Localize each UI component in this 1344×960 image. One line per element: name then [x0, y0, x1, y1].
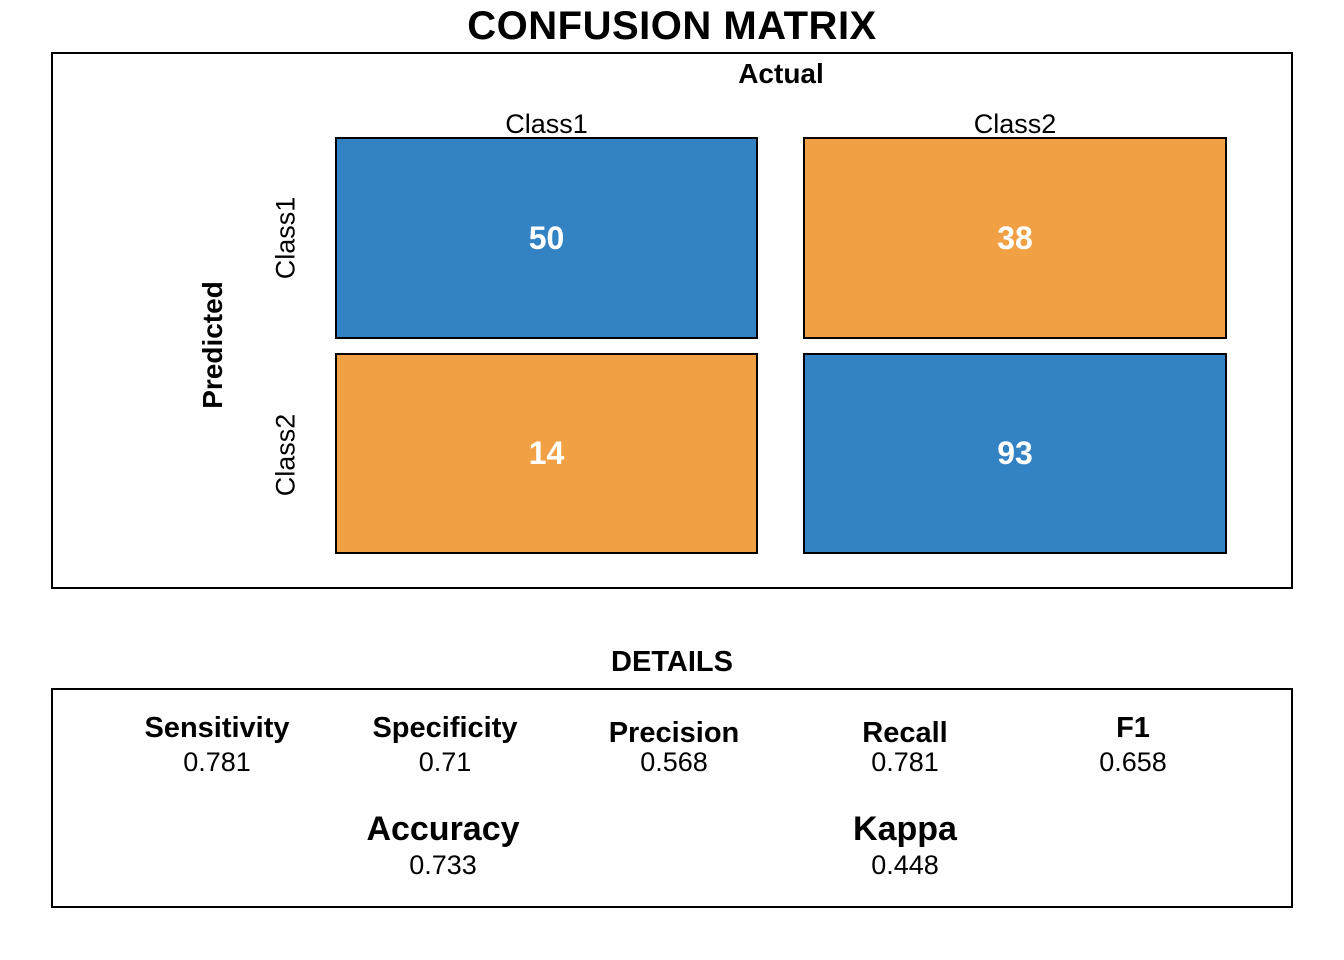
metric-label: Sensitivity	[144, 712, 290, 744]
column-header-class1: Class1	[505, 109, 588, 139]
metric-value: 0.568	[640, 747, 708, 777]
matrix-cell-false-class2: 38	[803, 137, 1227, 339]
matrix-cell-true-class1: 50	[335, 137, 758, 339]
metric-specificity: Specificity 0.71	[335, 712, 555, 777]
details-panel: Sensitivity 0.781 Specificity 0.71 Preci…	[51, 688, 1293, 908]
matrix-cell-value: 93	[997, 435, 1033, 471]
metric-recall: Recall 0.781	[795, 712, 1015, 777]
matrix-plot-panel: Actual Class1 Class2 Predicted Class1 Cl…	[51, 52, 1293, 589]
matrix-cell-false-class1: 14	[335, 353, 758, 554]
details-heading: DETAILS	[611, 646, 733, 678]
matrix-cell-value: 50	[528, 219, 565, 256]
metric-value: 0.781	[183, 747, 251, 777]
row-header-class2: Class2	[270, 413, 301, 497]
metric-label: Specificity	[372, 712, 518, 744]
metric-value: 0.781	[871, 747, 939, 777]
metric-value: 0.733	[409, 850, 477, 880]
matrix-cell-true-class2: 93	[803, 353, 1227, 554]
matrix-cell-value: 38	[997, 219, 1033, 256]
metric-accuracy: Accuracy 0.733	[318, 810, 568, 880]
metric-label: Precision	[608, 717, 740, 749]
metric-label: Kappa	[853, 810, 957, 848]
column-header-class2: Class2	[973, 109, 1057, 139]
row-header-class1: Class1	[270, 196, 301, 280]
metric-value: 0.658	[1099, 747, 1167, 777]
matrix-cell-value: 14	[528, 435, 565, 471]
page-title: CONFUSION MATRIX	[467, 4, 877, 48]
metric-precision: Precision 0.568	[564, 712, 784, 777]
metric-sensitivity: Sensitivity 0.781	[107, 712, 327, 777]
x-axis-title: Actual	[738, 58, 824, 89]
y-axis-title: Predicted	[197, 281, 228, 409]
metric-label: Recall	[862, 717, 948, 749]
metric-value: 0.448	[871, 850, 939, 880]
metric-f1: F1 0.658	[1023, 712, 1243, 777]
metric-label: F1	[1116, 712, 1150, 744]
metric-label: Accuracy	[366, 810, 520, 848]
metric-value: 0.71	[418, 747, 472, 777]
metric-kappa: Kappa 0.448	[780, 810, 1030, 880]
